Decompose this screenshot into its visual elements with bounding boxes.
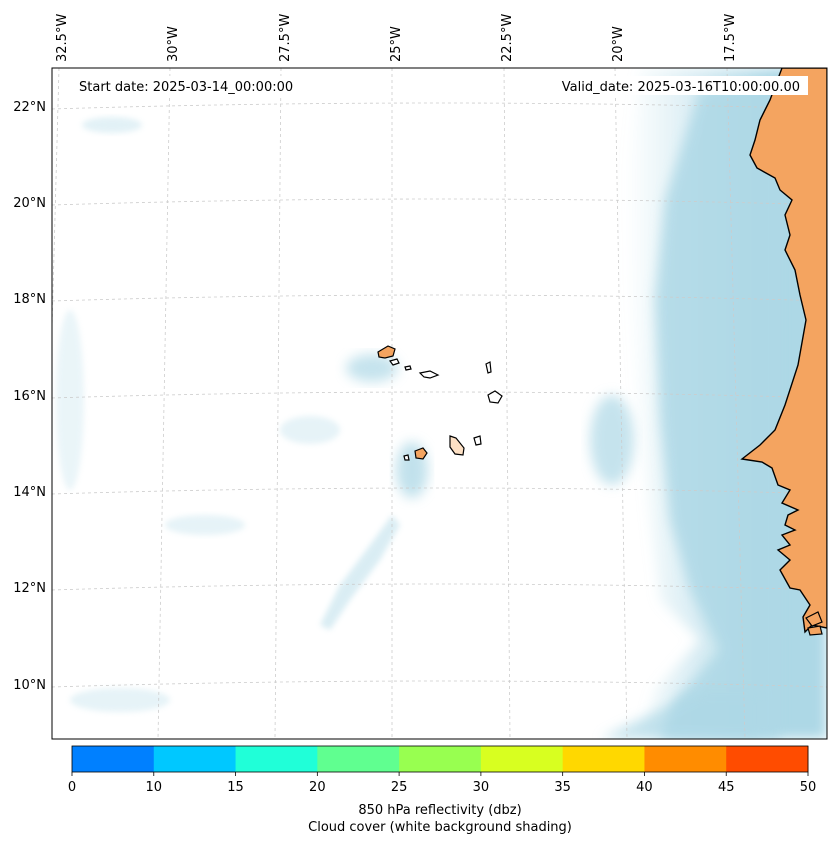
colorbar-tick-label: 50: [800, 780, 817, 795]
start-date-label: Start date: 2025-03-14_00:00:00: [79, 80, 293, 95]
lon-label-17-5w: 17.5°W: [723, 14, 738, 62]
lon-label-30w: 30°W: [166, 26, 181, 62]
africa-islands-south: [805, 611, 823, 636]
colorbar-tick-label: 20: [309, 780, 326, 795]
valid-date-label: Valid_date: 2025-03-16T10:00:00.00: [562, 80, 800, 95]
cloud-patch-west-4: [56, 310, 84, 490]
colorbar-tick-label: 35: [554, 780, 571, 795]
colorbar-tick-label: 45: [718, 780, 735, 795]
colorbar-tick-label: 10: [146, 780, 163, 795]
colorbar-tick-label: 25: [391, 780, 408, 795]
colorbar-bin: [644, 746, 727, 772]
lat-label-22n: 22°N: [13, 100, 46, 115]
lon-label-27-5w: 27.5°W: [278, 14, 293, 62]
cloud-patch-center: [280, 416, 340, 444]
lat-label-18n: 18°N: [13, 292, 46, 307]
colorbar-tick-label: 15: [227, 780, 244, 795]
meridian-line: [726, 68, 746, 739]
parallel-line: [52, 487, 827, 495]
island-santiago: [449, 435, 465, 456]
colorbar-bin: [235, 746, 318, 772]
colorbar-bin: [562, 746, 645, 772]
cape-verde-islands: [377, 345, 503, 461]
colorbar-tick-label: 40: [636, 780, 653, 795]
lat-label-16n: 16°N: [13, 389, 46, 404]
latitude-labels: 22°N 20°N 18°N 16°N 14°N 12°N 10°N: [13, 100, 46, 693]
island-brava: [403, 454, 410, 461]
colorbar-ticks: 0 10 15 20 25 30 35 40 45 50: [68, 772, 816, 795]
island-maio: [473, 435, 482, 446]
parallel-line: [52, 198, 827, 206]
parallel-line: [52, 680, 827, 688]
longitude-labels: 32.5°W 30°W 27.5°W 25°W 22.5°W 20°W 17.5…: [55, 14, 738, 62]
colorbar-bin: [726, 746, 809, 772]
valid-date-box: Valid_date: 2025-03-16T10:00:00.00: [538, 76, 808, 95]
start-date-box: Start date: 2025-03-14_00:00:00: [72, 76, 318, 95]
cloud-patch-islands-north: [346, 354, 398, 382]
lat-label-12n: 12°N: [13, 581, 46, 596]
map-panel: Start date: 2025-03-14_00:00:00 Valid_da…: [52, 68, 827, 739]
colorbar-bin: [399, 746, 482, 772]
colorbar: 0 10 15 20 25 30 35 40 45 50 850 hPa reflectivity…: [68, 745, 816, 835]
meridian-line: [503, 68, 511, 739]
colorbar-label-cloud-cover: Cloud cover (white background shading): [308, 820, 572, 835]
island-santa-luzia: [404, 365, 412, 371]
lon-label-20w: 20°W: [611, 26, 626, 62]
meridian-line: [157, 68, 171, 739]
island-sao-vicente: [388, 358, 400, 366]
island-fogo: [414, 447, 428, 460]
cloud-patch-south: [600, 690, 760, 739]
cloud-patch-west-3: [70, 688, 170, 712]
colorbar-bin: [480, 746, 564, 772]
cloud-patch-mid-east: [590, 395, 634, 485]
colorbar-bin: [317, 746, 400, 772]
parallel-line: [52, 583, 827, 591]
cloud-patch-west-2: [165, 515, 245, 535]
island-sal: [485, 361, 492, 374]
colorbar-label-reflectivity: 850 hPa reflectivity (dbz): [358, 803, 521, 818]
island-santo-antao: [377, 345, 396, 359]
africa-landmass: [740, 68, 827, 634]
island-sao-nicolau: [418, 370, 440, 379]
lon-label-32-5w: 32.5°W: [55, 14, 70, 62]
parallel-line: [52, 391, 827, 399]
meridian-line: [274, 68, 282, 739]
colorbar-bin: [153, 746, 237, 772]
island-boa-vista: [487, 390, 503, 404]
lat-label-20n: 20°N: [13, 196, 46, 211]
parallel-line: [52, 102, 827, 110]
meridian-line: [614, 68, 628, 739]
cloud-streak-southwest: [320, 515, 400, 630]
cloud-cover-shading: [56, 68, 827, 739]
lat-label-10n: 10°N: [13, 678, 46, 693]
colorbar-bin: [72, 746, 155, 772]
lon-label-25w: 25°W: [389, 26, 404, 62]
colorbar-bins: [72, 746, 809, 772]
map-frame: [51, 67, 828, 740]
parallel-line: [52, 294, 827, 302]
cloud-band-east-core: [655, 80, 780, 739]
colorbar-tick-label: 0: [68, 780, 76, 795]
colorbar-tick-label: 30: [473, 780, 490, 795]
lon-label-22-5w: 22.5°W: [500, 14, 515, 62]
colorbar-frame: [71, 745, 809, 773]
cloud-patch-west-1: [82, 117, 142, 133]
gridlines: [52, 68, 827, 739]
lat-label-14n: 14°N: [13, 485, 46, 500]
